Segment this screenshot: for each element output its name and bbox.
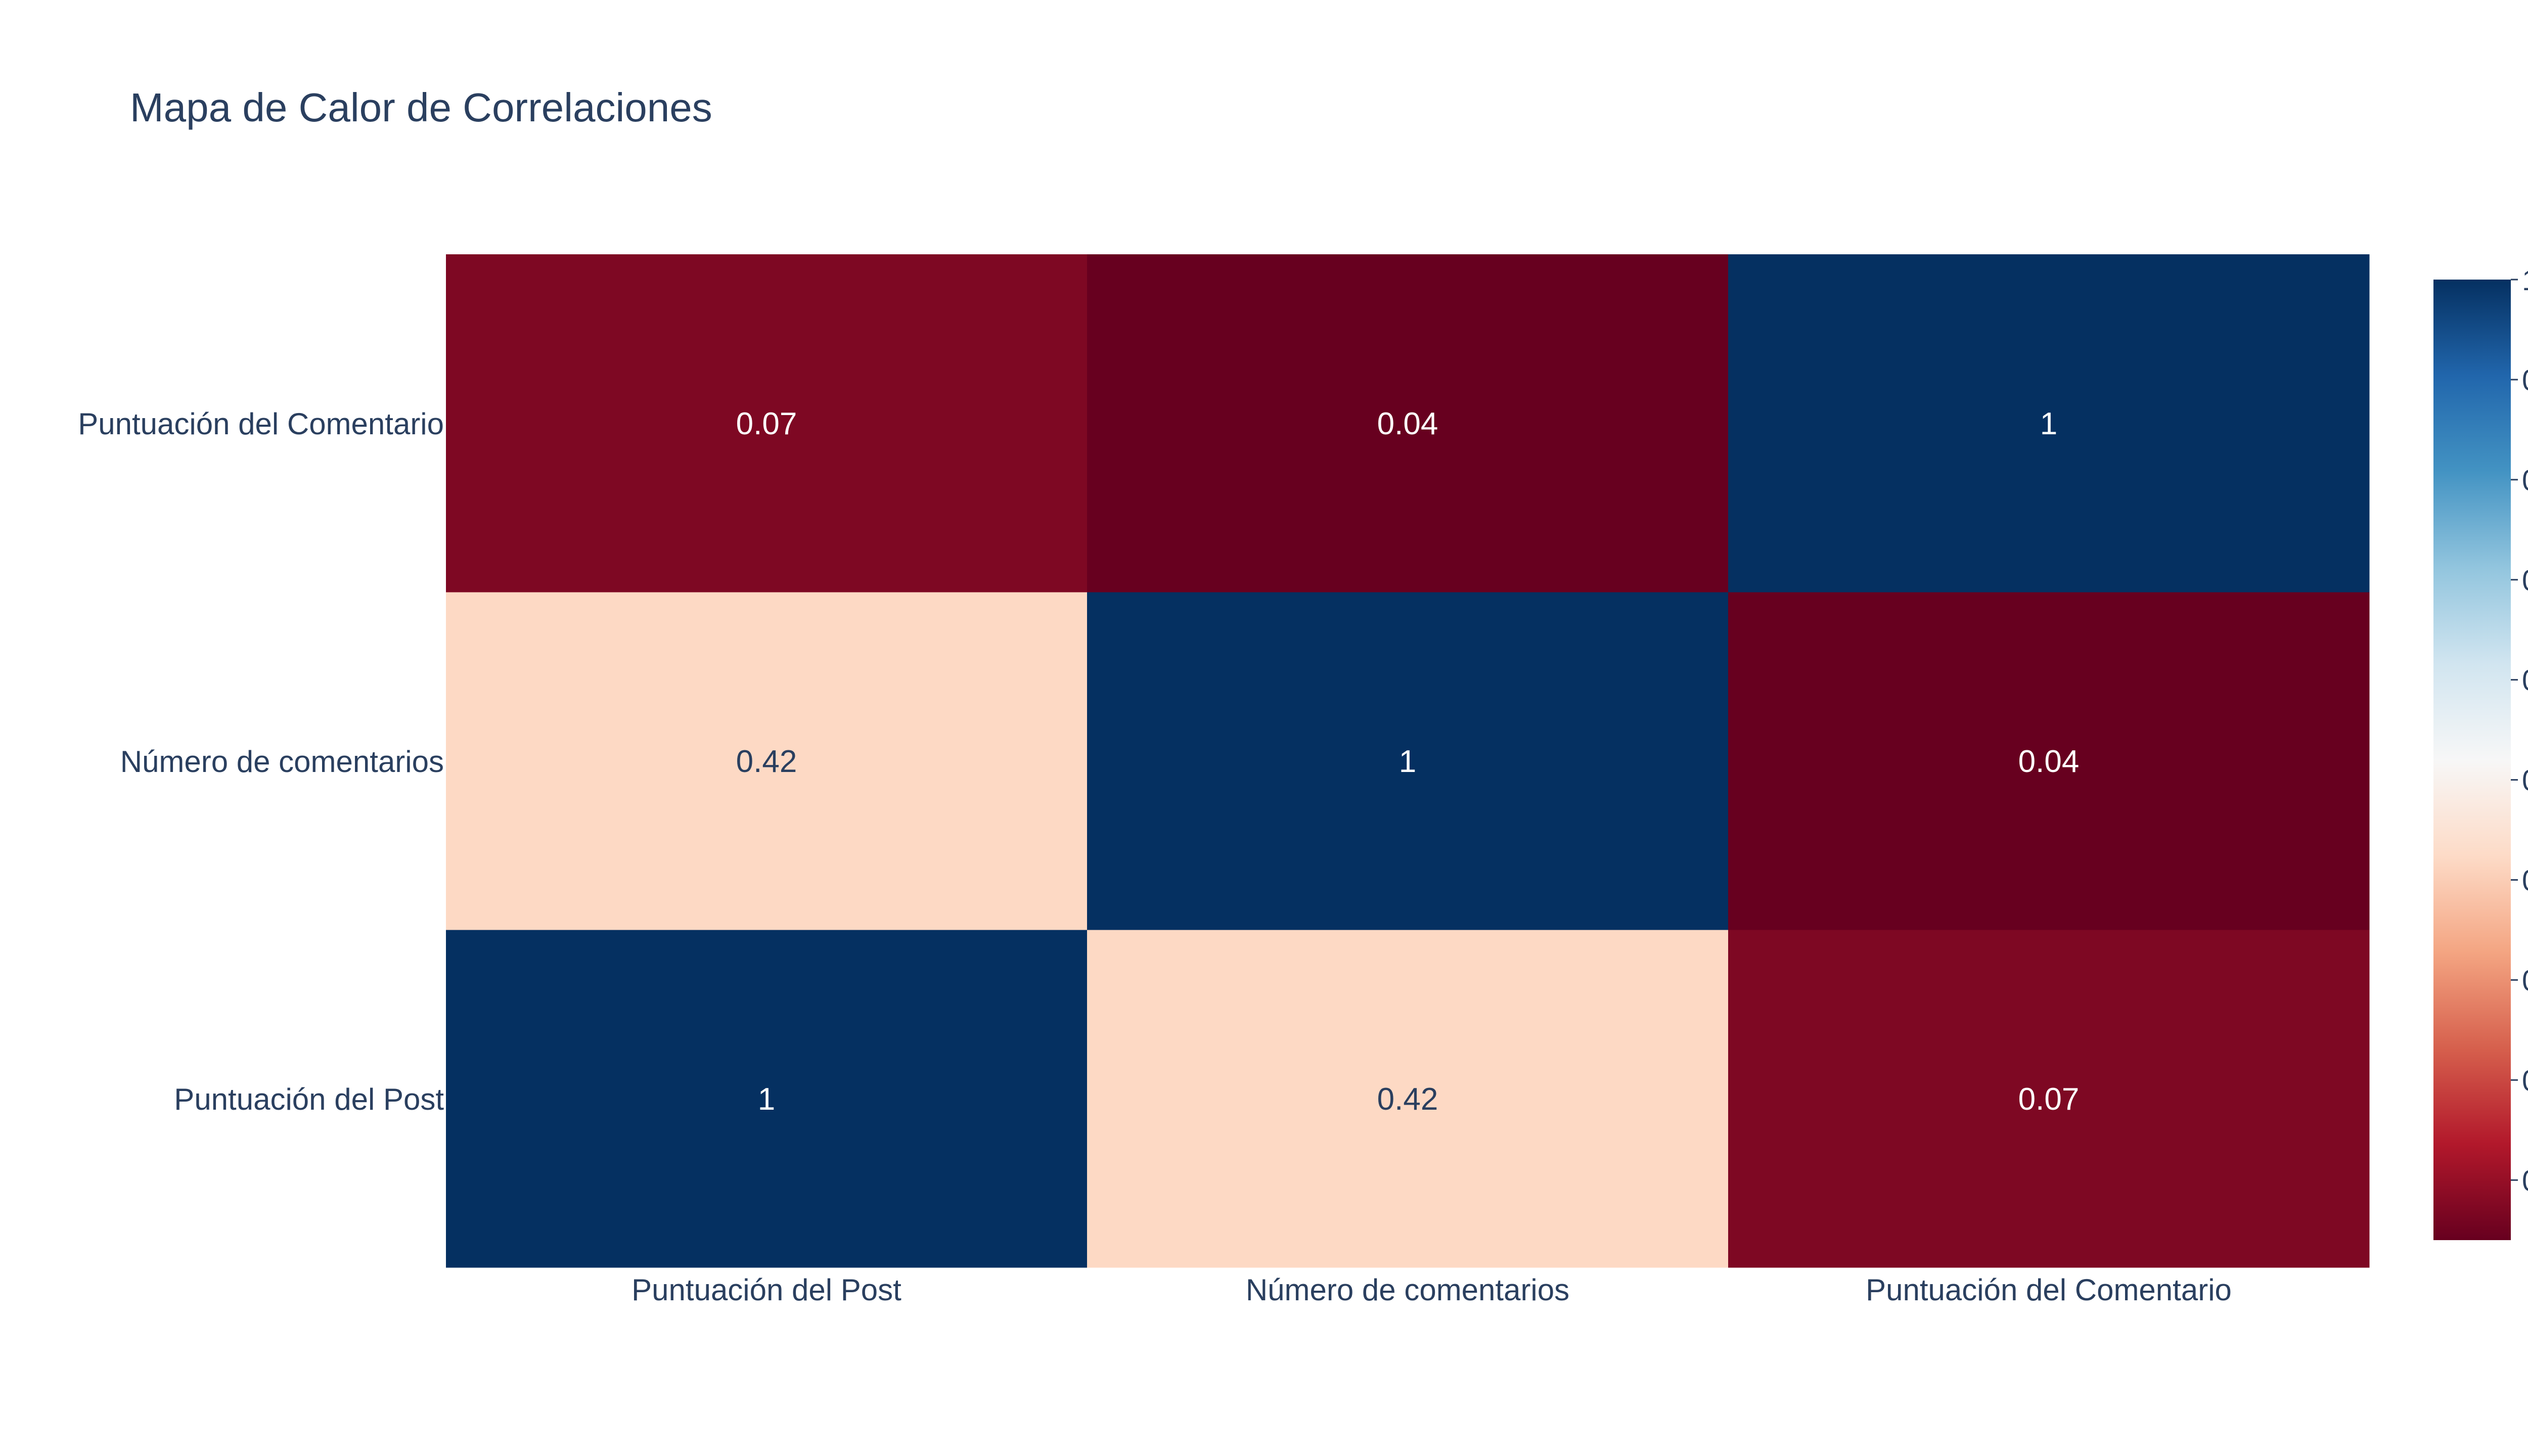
heatmap-cell — [1728, 592, 2370, 930]
cell-value-label: 1 — [1399, 744, 1416, 779]
y-tick-label: Número de comentarios — [120, 745, 444, 779]
colorbar-gradient — [2433, 280, 2511, 1240]
colorbar-tick-label: 0.1 — [2522, 1164, 2528, 1197]
colorbar: 0.1 0.2 0.3 0.4 0.5 0.6 0.7 0.8 0.9 1 — [2433, 264, 2528, 1240]
cell-labels: 1 0.42 0.07 0.42 1 0.04 0.07 0.04 1 — [736, 406, 2080, 1117]
cell-value-label: 1 — [758, 1082, 775, 1117]
x-tick-label: Puntuación del Post — [631, 1273, 901, 1307]
colorbar-tick-label: 0.4 — [2522, 864, 2528, 897]
heatmap-cell — [1087, 930, 1729, 1268]
colorbar-tick-label: 0.9 — [2522, 364, 2528, 397]
cell-value-label: 0.07 — [736, 406, 797, 441]
y-axis-labels: Puntuación del Post Número de comentarios… — [78, 407, 444, 1116]
heatmap-cell — [1087, 592, 1729, 930]
y-tick-label: Puntuación del Post — [174, 1082, 444, 1116]
cell-value-label: 0.42 — [1377, 1082, 1438, 1117]
colorbar-tick-label: 0.5 — [2522, 764, 2528, 797]
heatmap-cell — [446, 592, 1088, 930]
cell-value-label: 1 — [2040, 406, 2057, 441]
x-tick-label: Puntuación del Comentario — [1866, 1273, 2232, 1307]
heatmap-cell — [1728, 254, 2370, 593]
colorbar-tick-label: 0.8 — [2522, 464, 2528, 497]
y-tick-label: Puntuación del Comentario — [78, 407, 444, 441]
colorbar-tick-label: 0.3 — [2522, 964, 2528, 997]
cell-value-label: 0.42 — [736, 744, 797, 779]
heatmap-cells — [446, 254, 2370, 1268]
x-axis-labels: Puntuación del Post Número de comentarios… — [631, 1273, 2232, 1307]
chart-title: Mapa de Calor de Correlaciones — [130, 85, 712, 130]
heatmap-cell — [1087, 254, 1729, 593]
heatmap-cell — [1728, 930, 2370, 1268]
colorbar-tick-label: 0.6 — [2522, 664, 2528, 697]
x-tick-label: Número de comentarios — [1246, 1273, 1569, 1307]
cell-value-label: 0.04 — [2018, 744, 2080, 779]
heatmap-cell — [446, 930, 1088, 1268]
heatmap-cell — [446, 254, 1088, 593]
colorbar-tick-label: 0.7 — [2522, 564, 2528, 597]
cell-value-label: 0.07 — [2018, 1082, 2080, 1117]
cell-value-label: 0.04 — [1377, 406, 1438, 441]
colorbar-tick-label: 0.2 — [2522, 1064, 2528, 1097]
colorbar-tick-label: 1 — [2522, 264, 2528, 297]
